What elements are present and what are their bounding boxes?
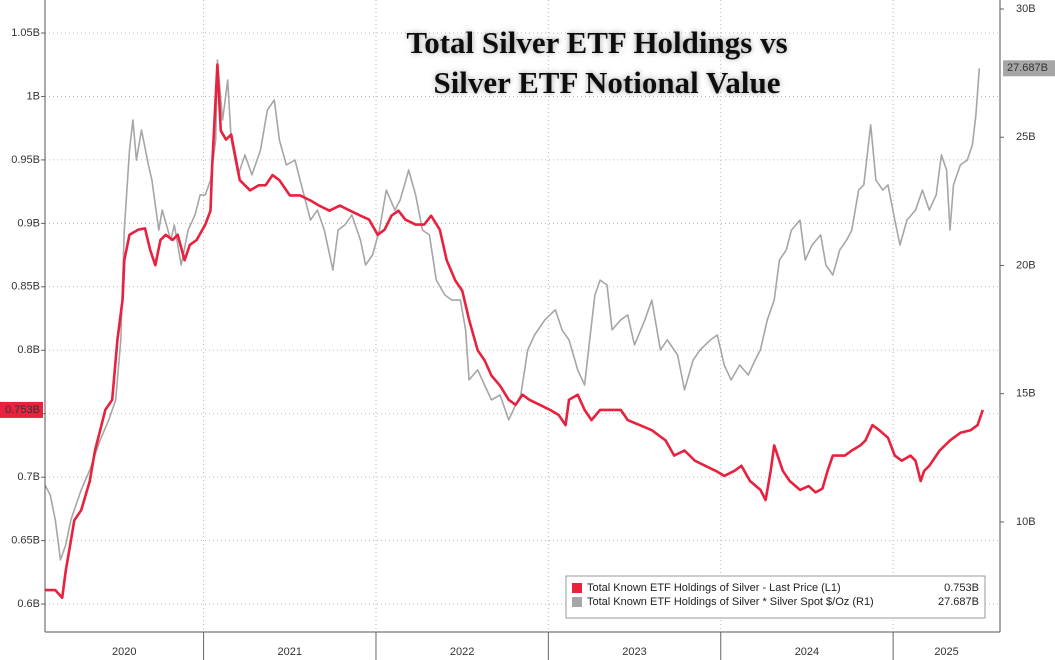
y2-tick-label: 15B [1016,388,1036,400]
chart-title: Total Silver ETF Holdings vs [406,25,787,60]
legend-box [565,575,986,619]
chart-title: Silver ETF Notional Value [433,65,780,100]
legend-value: 0.753B [944,582,979,594]
last-value-label: 0.753B [5,404,40,416]
plot-lines [44,59,985,599]
last-value-label: 27.687B [1007,62,1048,74]
y2-tick-label: 20B [1016,259,1036,271]
y-tick-label: 0.85B [11,281,40,293]
last-value-box [1003,60,1055,77]
y2-tick-label: 10B [1016,516,1036,528]
y2-tick-label: 25B [1016,131,1036,143]
x-tick-label: 2020 [112,646,136,658]
x-tick-label: 2025 [934,646,958,658]
y-tick-label: 1.05B [11,27,40,39]
last-value-box [0,401,43,418]
series-line [45,63,985,599]
series-line [44,59,981,561]
legend-swatch [572,597,582,607]
legend-value: 27.687B [938,596,979,608]
x-tick-label: 2023 [622,646,646,658]
y-tick-label: 0.8B [17,344,40,356]
legend-swatch [572,583,582,593]
y-tick-label: 0.65B [11,535,40,547]
legend-label: Total Known ETF Holdings of Silver * Sil… [587,596,874,608]
y-tick-label: 1B [27,90,40,102]
y-tick-label: 0.7B [17,471,40,483]
y2-tick-label: 30B [1016,3,1036,15]
legend-label: Total Known ETF Holdings of Silver - Las… [587,582,841,594]
y-tick-label: 0.6B [17,598,40,610]
y-tick-label: 0.9B [17,217,40,229]
x-tick-label: 2022 [450,646,474,658]
x-tick-label: 2024 [795,646,819,658]
x-tick-label: 2021 [278,646,302,658]
legend: Total Known ETF Holdings of Silver - Las… [565,575,986,619]
y-tick-label: 0.95B [11,154,40,166]
